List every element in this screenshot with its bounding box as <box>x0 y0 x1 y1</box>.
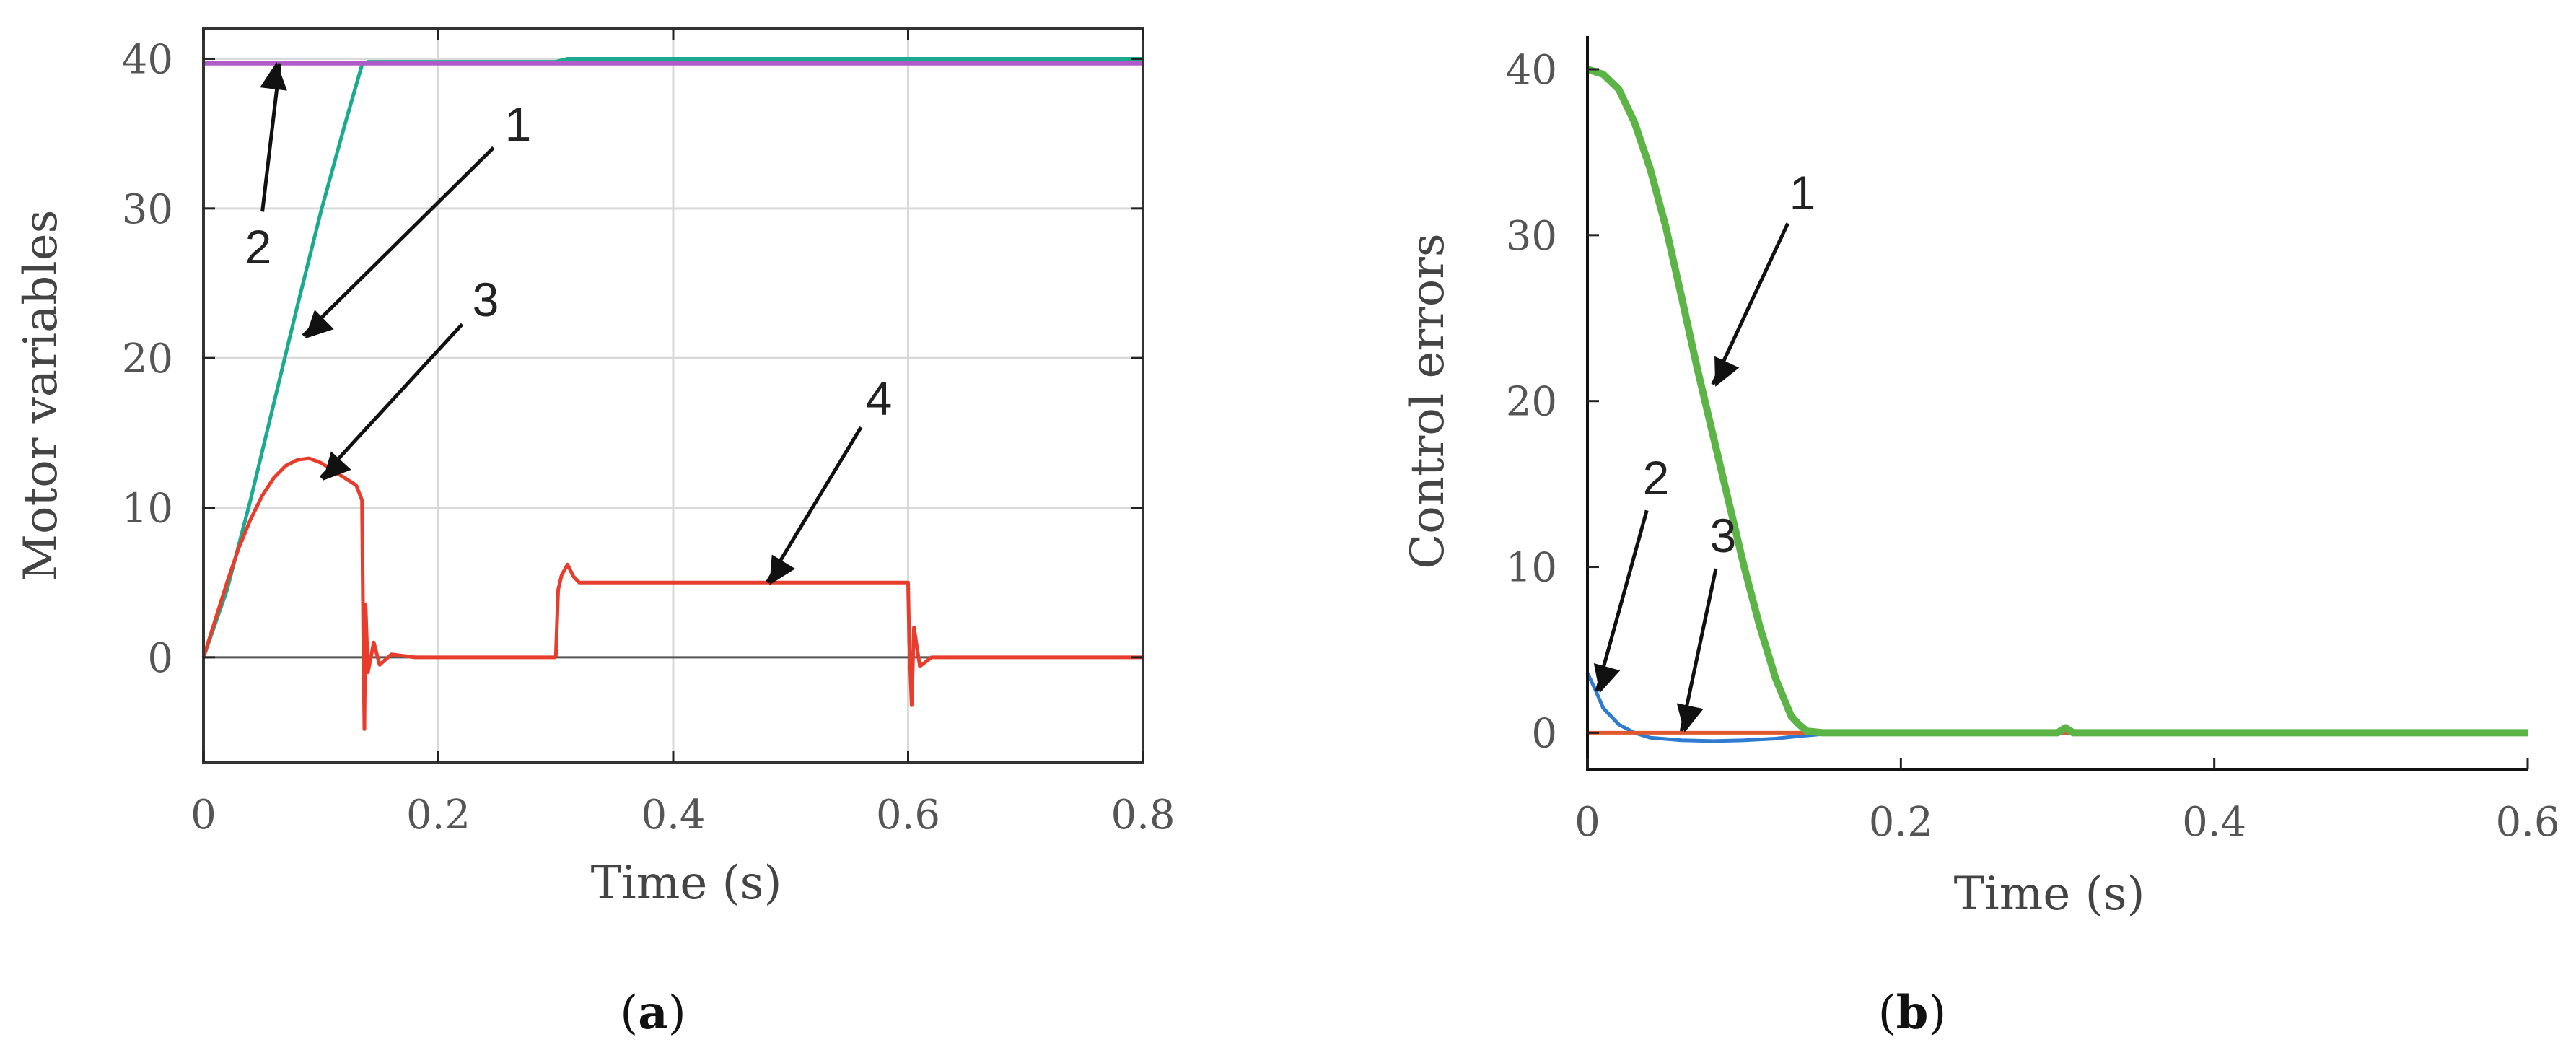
chart-b-series <box>1585 66 2528 743</box>
y-tick-label: 20 <box>122 336 173 382</box>
y-tick-label: 10 <box>122 486 173 533</box>
chart-a-xlabel: Time (s) <box>591 857 782 910</box>
annotation-3-arrow <box>1676 568 1718 733</box>
annotation-1-arrow <box>1711 222 1789 387</box>
chart-a-ticks: 0 0.2 0.4 0.6 0.8 0 10 20 30 40 <box>122 29 1175 839</box>
x-tick-label: 0.6 <box>2495 799 2559 846</box>
chart-b-xlabel: Time (s) <box>1954 867 2145 921</box>
chart-b-panel-label: (b) <box>1878 986 1947 1040</box>
chart-b-panel-letter: b <box>1896 986 1929 1040</box>
annotation-3-arrow <box>319 323 464 481</box>
x-tick-label: 0.2 <box>1869 799 1933 846</box>
chart-b-ticks: 0 0.2 0.4 0.6 0 10 20 30 40 <box>1506 47 2560 846</box>
annotation-1-label: 1 <box>1789 166 1816 219</box>
x-tick-label: 0 <box>190 792 216 839</box>
chart-a-annotations: 1 2 3 4 <box>245 61 893 585</box>
y-tick-label: 30 <box>122 186 173 233</box>
annotation-2-arrow <box>260 61 287 212</box>
annotation-2-label: 2 <box>1643 451 1670 504</box>
x-tick-label: 0.4 <box>2182 799 2246 846</box>
chart-b-ylabel: Control errors <box>1401 233 1455 569</box>
series-4-line <box>553 562 1143 707</box>
x-tick-label: 0.2 <box>406 792 470 839</box>
annotation-4-label: 4 <box>866 372 893 425</box>
annotation-2-arrow <box>1593 509 1649 694</box>
series-1-line <box>1586 66 2528 737</box>
chart-a-panel-letter: a <box>638 986 667 1040</box>
x-tick-label: 0.8 <box>1110 792 1175 839</box>
chart-a: 0 0.2 0.4 0.6 0.8 0 10 20 30 40 1 2 3 4 Motor variab… <box>14 27 1175 1040</box>
y-tick-label: 0 <box>1531 710 1557 757</box>
annotation-1-arrow <box>302 146 495 339</box>
y-tick-label: 20 <box>1506 379 1557 426</box>
y-tick-label: 10 <box>1506 545 1557 592</box>
chart-b-axes <box>1586 36 2528 771</box>
x-tick-label: 0 <box>1574 799 1600 846</box>
y-tick-label: 40 <box>122 36 173 83</box>
chart-a-panel-label: (a) <box>620 986 685 1040</box>
y-tick-label: 0 <box>147 635 173 682</box>
chart-b: 0 0.2 0.4 0.6 0 10 20 30 40 1 23 Control errors T… <box>1401 36 2560 1040</box>
x-tick-label: 0.4 <box>641 792 705 839</box>
annotation-1-label: 1 <box>505 97 532 151</box>
chart-a-series <box>201 57 1143 731</box>
annotation-2-label: 2 <box>245 220 272 274</box>
chart-a-ylabel: Motor variables <box>14 210 68 582</box>
annotation-3-label: 3 <box>473 273 499 326</box>
chart-a-grid <box>203 29 1143 762</box>
series-3-line <box>201 456 556 731</box>
annotation-4-arrow <box>766 426 863 585</box>
y-tick-label: 40 <box>1506 47 1557 94</box>
annotation-3-label: 3 <box>1710 509 1737 562</box>
x-tick-label: 0.6 <box>876 792 940 839</box>
chart-b-annotations: 1 23 <box>1593 166 1816 733</box>
y-tick-label: 30 <box>1506 213 1557 260</box>
